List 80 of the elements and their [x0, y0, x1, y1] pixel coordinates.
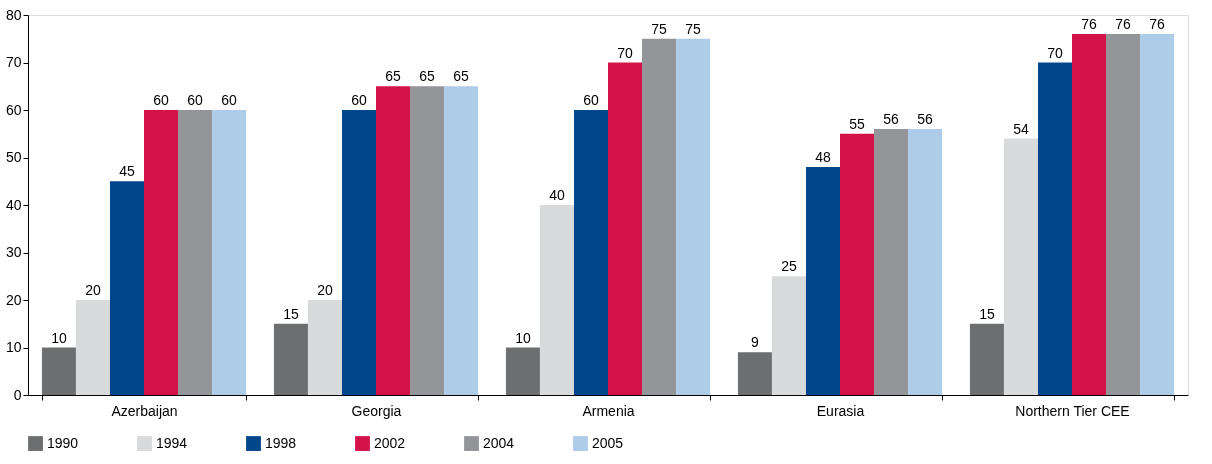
- data-label: 65: [385, 68, 402, 85]
- bar: [341, 110, 376, 395]
- data-label: 10: [51, 329, 67, 346]
- data-label: 9: [751, 334, 760, 351]
- bar: [1003, 138, 1038, 395]
- data-label: 75: [651, 20, 668, 37]
- data-label: 45: [119, 163, 135, 180]
- y-tick-label: 80: [5, 6, 22, 23]
- data-label: 60: [583, 92, 599, 108]
- data-label: 60: [351, 92, 367, 108]
- y-tick-label: 10: [5, 339, 22, 355]
- data-label: 65: [419, 68, 436, 85]
- bar: [840, 133, 875, 395]
- bar: [75, 300, 110, 395]
- legend-label: 2005: [592, 434, 624, 451]
- y-tick-label: 60: [5, 101, 22, 118]
- data-label: 20: [85, 282, 101, 298]
- bar: [1140, 34, 1175, 395]
- bar: [805, 167, 840, 395]
- y-tick-label: 30: [5, 244, 22, 260]
- bar: [144, 110, 179, 395]
- bar: [376, 86, 411, 395]
- x-tick-label: Georgia: [351, 402, 402, 419]
- data-label: 56: [917, 111, 934, 127]
- data-label: 15: [283, 305, 299, 322]
- data-label: 48: [815, 149, 831, 165]
- bar: [41, 347, 76, 395]
- bar: [771, 276, 806, 395]
- data-label: 40: [549, 187, 565, 203]
- legend-label: 1990: [47, 434, 79, 451]
- data-label: 20: [317, 282, 333, 298]
- bar: [1106, 34, 1141, 395]
- bar: [874, 129, 909, 395]
- x-tick-label: Eurasia: [816, 402, 865, 419]
- bar: [1037, 62, 1072, 395]
- data-label: 15: [979, 305, 995, 322]
- x-tick-label: Northern Tier CEE: [1015, 402, 1130, 419]
- x-tick-label: Azerbaijan: [111, 402, 178, 419]
- bar: [539, 205, 574, 395]
- legend-label: 2002: [374, 434, 406, 451]
- bar: [969, 323, 1004, 395]
- y-tick-label: 20: [5, 291, 22, 308]
- bar: [608, 62, 643, 395]
- bar: [737, 352, 772, 395]
- bar: [676, 38, 711, 395]
- data-label: 65: [453, 68, 470, 85]
- bar: [273, 323, 308, 395]
- bar: [1072, 34, 1107, 395]
- bar: [307, 300, 342, 395]
- bar: [505, 347, 540, 395]
- data-label: 55: [849, 115, 866, 132]
- bar: [444, 86, 479, 395]
- bar: [573, 110, 608, 395]
- bar: [212, 110, 247, 395]
- y-tick-label: 0: [13, 386, 22, 403]
- data-label: 56: [883, 111, 900, 127]
- bar: [178, 110, 213, 395]
- data-label: 75: [685, 20, 702, 37]
- bar: [908, 129, 943, 395]
- data-label: 60: [153, 92, 170, 108]
- data-label: 54: [1013, 120, 1029, 137]
- data-label: 60: [221, 92, 238, 108]
- data-label: 70: [1047, 44, 1063, 61]
- data-label: 76: [1081, 16, 1098, 32]
- y-tick-label: 70: [5, 54, 22, 70]
- bar: [410, 86, 445, 395]
- bar: [642, 38, 677, 395]
- y-tick-label: 50: [5, 149, 22, 165]
- data-label: 25: [781, 258, 797, 275]
- data-label: 10: [515, 329, 531, 346]
- data-label: 70: [617, 44, 634, 61]
- data-label: 76: [1149, 16, 1166, 32]
- y-tick-label: 40: [5, 196, 22, 213]
- x-tick-label: Armenia: [582, 402, 635, 419]
- data-label: 60: [187, 92, 204, 108]
- data-label: 76: [1115, 16, 1132, 32]
- legend-label: 1994: [156, 434, 188, 451]
- legend-label: 1998: [265, 434, 297, 451]
- legend-label: 2004: [483, 434, 515, 451]
- bar: [109, 181, 144, 395]
